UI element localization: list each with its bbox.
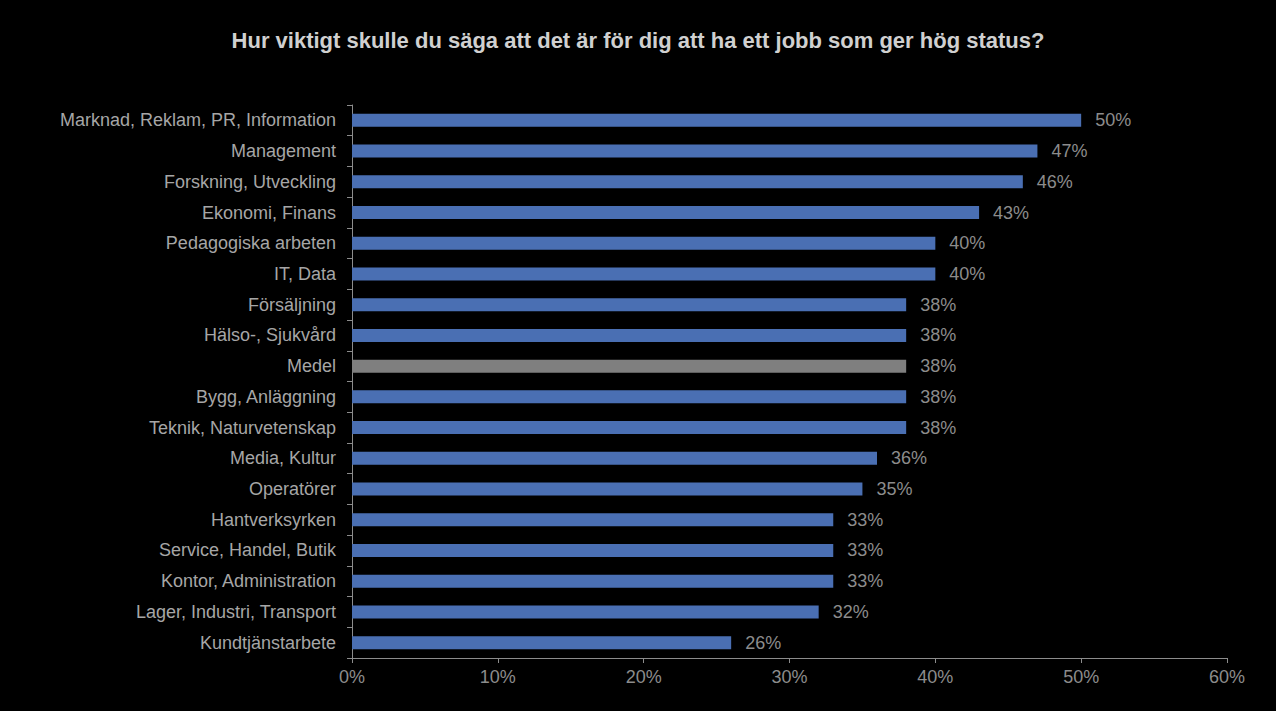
svg-text:35%: 35% <box>876 479 912 499</box>
svg-text:Kontor, Administration: Kontor, Administration <box>161 571 336 591</box>
svg-text:20%: 20% <box>626 667 662 687</box>
svg-text:Hälso-, Sjukvård: Hälso-, Sjukvård <box>204 325 336 345</box>
svg-text:Management: Management <box>231 141 336 161</box>
svg-text:Teknik, Naturvetenskap: Teknik, Naturvetenskap <box>149 418 336 438</box>
svg-text:40%: 40% <box>917 667 953 687</box>
svg-text:IT, Data: IT, Data <box>274 264 337 284</box>
svg-text:50%: 50% <box>1095 110 1131 130</box>
svg-text:43%: 43% <box>993 203 1029 223</box>
svg-text:33%: 33% <box>847 571 883 591</box>
svg-text:Hantverksyrken: Hantverksyrken <box>211 510 336 530</box>
svg-text:33%: 33% <box>847 540 883 560</box>
svg-text:10%: 10% <box>480 667 516 687</box>
svg-text:33%: 33% <box>847 510 883 530</box>
svg-text:50%: 50% <box>1063 667 1099 687</box>
svg-text:0%: 0% <box>339 667 365 687</box>
svg-text:Forskning, Utveckling: Forskning, Utveckling <box>164 172 336 192</box>
svg-text:36%: 36% <box>891 448 927 468</box>
svg-text:38%: 38% <box>920 418 956 438</box>
svg-text:38%: 38% <box>920 295 956 315</box>
svg-text:32%: 32% <box>833 602 869 622</box>
svg-text:60%: 60% <box>1209 667 1245 687</box>
svg-text:40%: 40% <box>949 233 985 253</box>
svg-text:Operatörer: Operatörer <box>249 479 336 499</box>
svg-text:Medel: Medel <box>287 356 336 376</box>
svg-text:Ekonomi, Finans: Ekonomi, Finans <box>202 203 336 223</box>
svg-text:Bygg, Anläggning: Bygg, Anläggning <box>196 387 336 407</box>
svg-text:40%: 40% <box>949 264 985 284</box>
svg-text:47%: 47% <box>1051 141 1087 161</box>
svg-text:Försäljning: Försäljning <box>248 295 336 315</box>
svg-text:Kundtjänstarbete: Kundtjänstarbete <box>200 633 336 653</box>
svg-text:Marknad, Reklam, PR, Informati: Marknad, Reklam, PR, Information <box>60 110 336 130</box>
svg-text:46%: 46% <box>1037 172 1073 192</box>
svg-text:Hur viktigt skulle du säga att: Hur viktigt skulle du säga att det är fö… <box>232 28 1045 53</box>
svg-text:38%: 38% <box>920 387 956 407</box>
svg-text:Lager, Industri, Transport: Lager, Industri, Transport <box>136 602 336 622</box>
svg-text:38%: 38% <box>920 325 956 345</box>
svg-text:38%: 38% <box>920 356 956 376</box>
svg-text:Media, Kultur: Media, Kultur <box>230 448 336 468</box>
svg-text:26%: 26% <box>745 633 781 653</box>
svg-text:Pedagogiska arbeten: Pedagogiska arbeten <box>166 233 336 253</box>
svg-text:Service, Handel, Butik: Service, Handel, Butik <box>159 540 337 560</box>
svg-text:30%: 30% <box>771 667 807 687</box>
